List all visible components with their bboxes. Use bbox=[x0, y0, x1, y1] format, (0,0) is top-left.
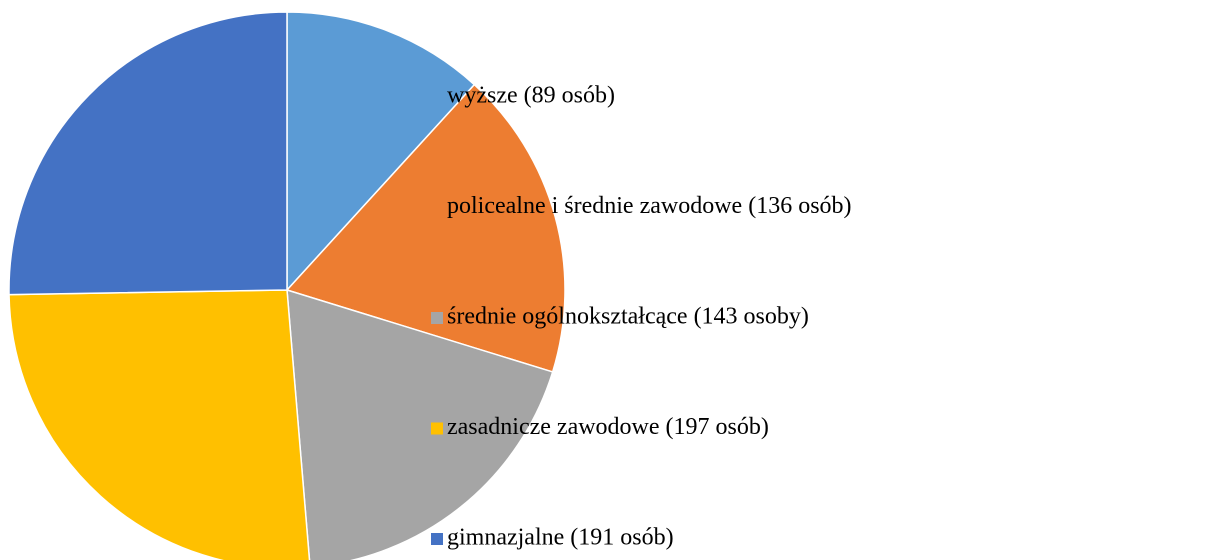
legend-label: średnie ogólnokształcące (143 osoby) bbox=[447, 304, 809, 330]
legend-swatch bbox=[431, 201, 443, 214]
pie-slice bbox=[286, 11, 476, 292]
pie-slice bbox=[8, 11, 288, 296]
pie-slice bbox=[285, 83, 566, 373]
legend-label: policealne i średnie zawodowe (136 osób) bbox=[447, 193, 852, 219]
pie-slice bbox=[286, 288, 554, 560]
legend-label: zasadnicze zawodowe (197 osób) bbox=[447, 414, 769, 440]
legend-swatch bbox=[431, 312, 443, 324]
legend-label: gimnazjalne (191 osób) bbox=[447, 525, 674, 551]
legend-label: wyższe (89 osób) bbox=[447, 83, 615, 109]
legend-swatch bbox=[431, 422, 443, 435]
pie-slice bbox=[8, 289, 311, 560]
legend-swatch bbox=[431, 91, 443, 103]
legend-swatch bbox=[431, 533, 443, 545]
